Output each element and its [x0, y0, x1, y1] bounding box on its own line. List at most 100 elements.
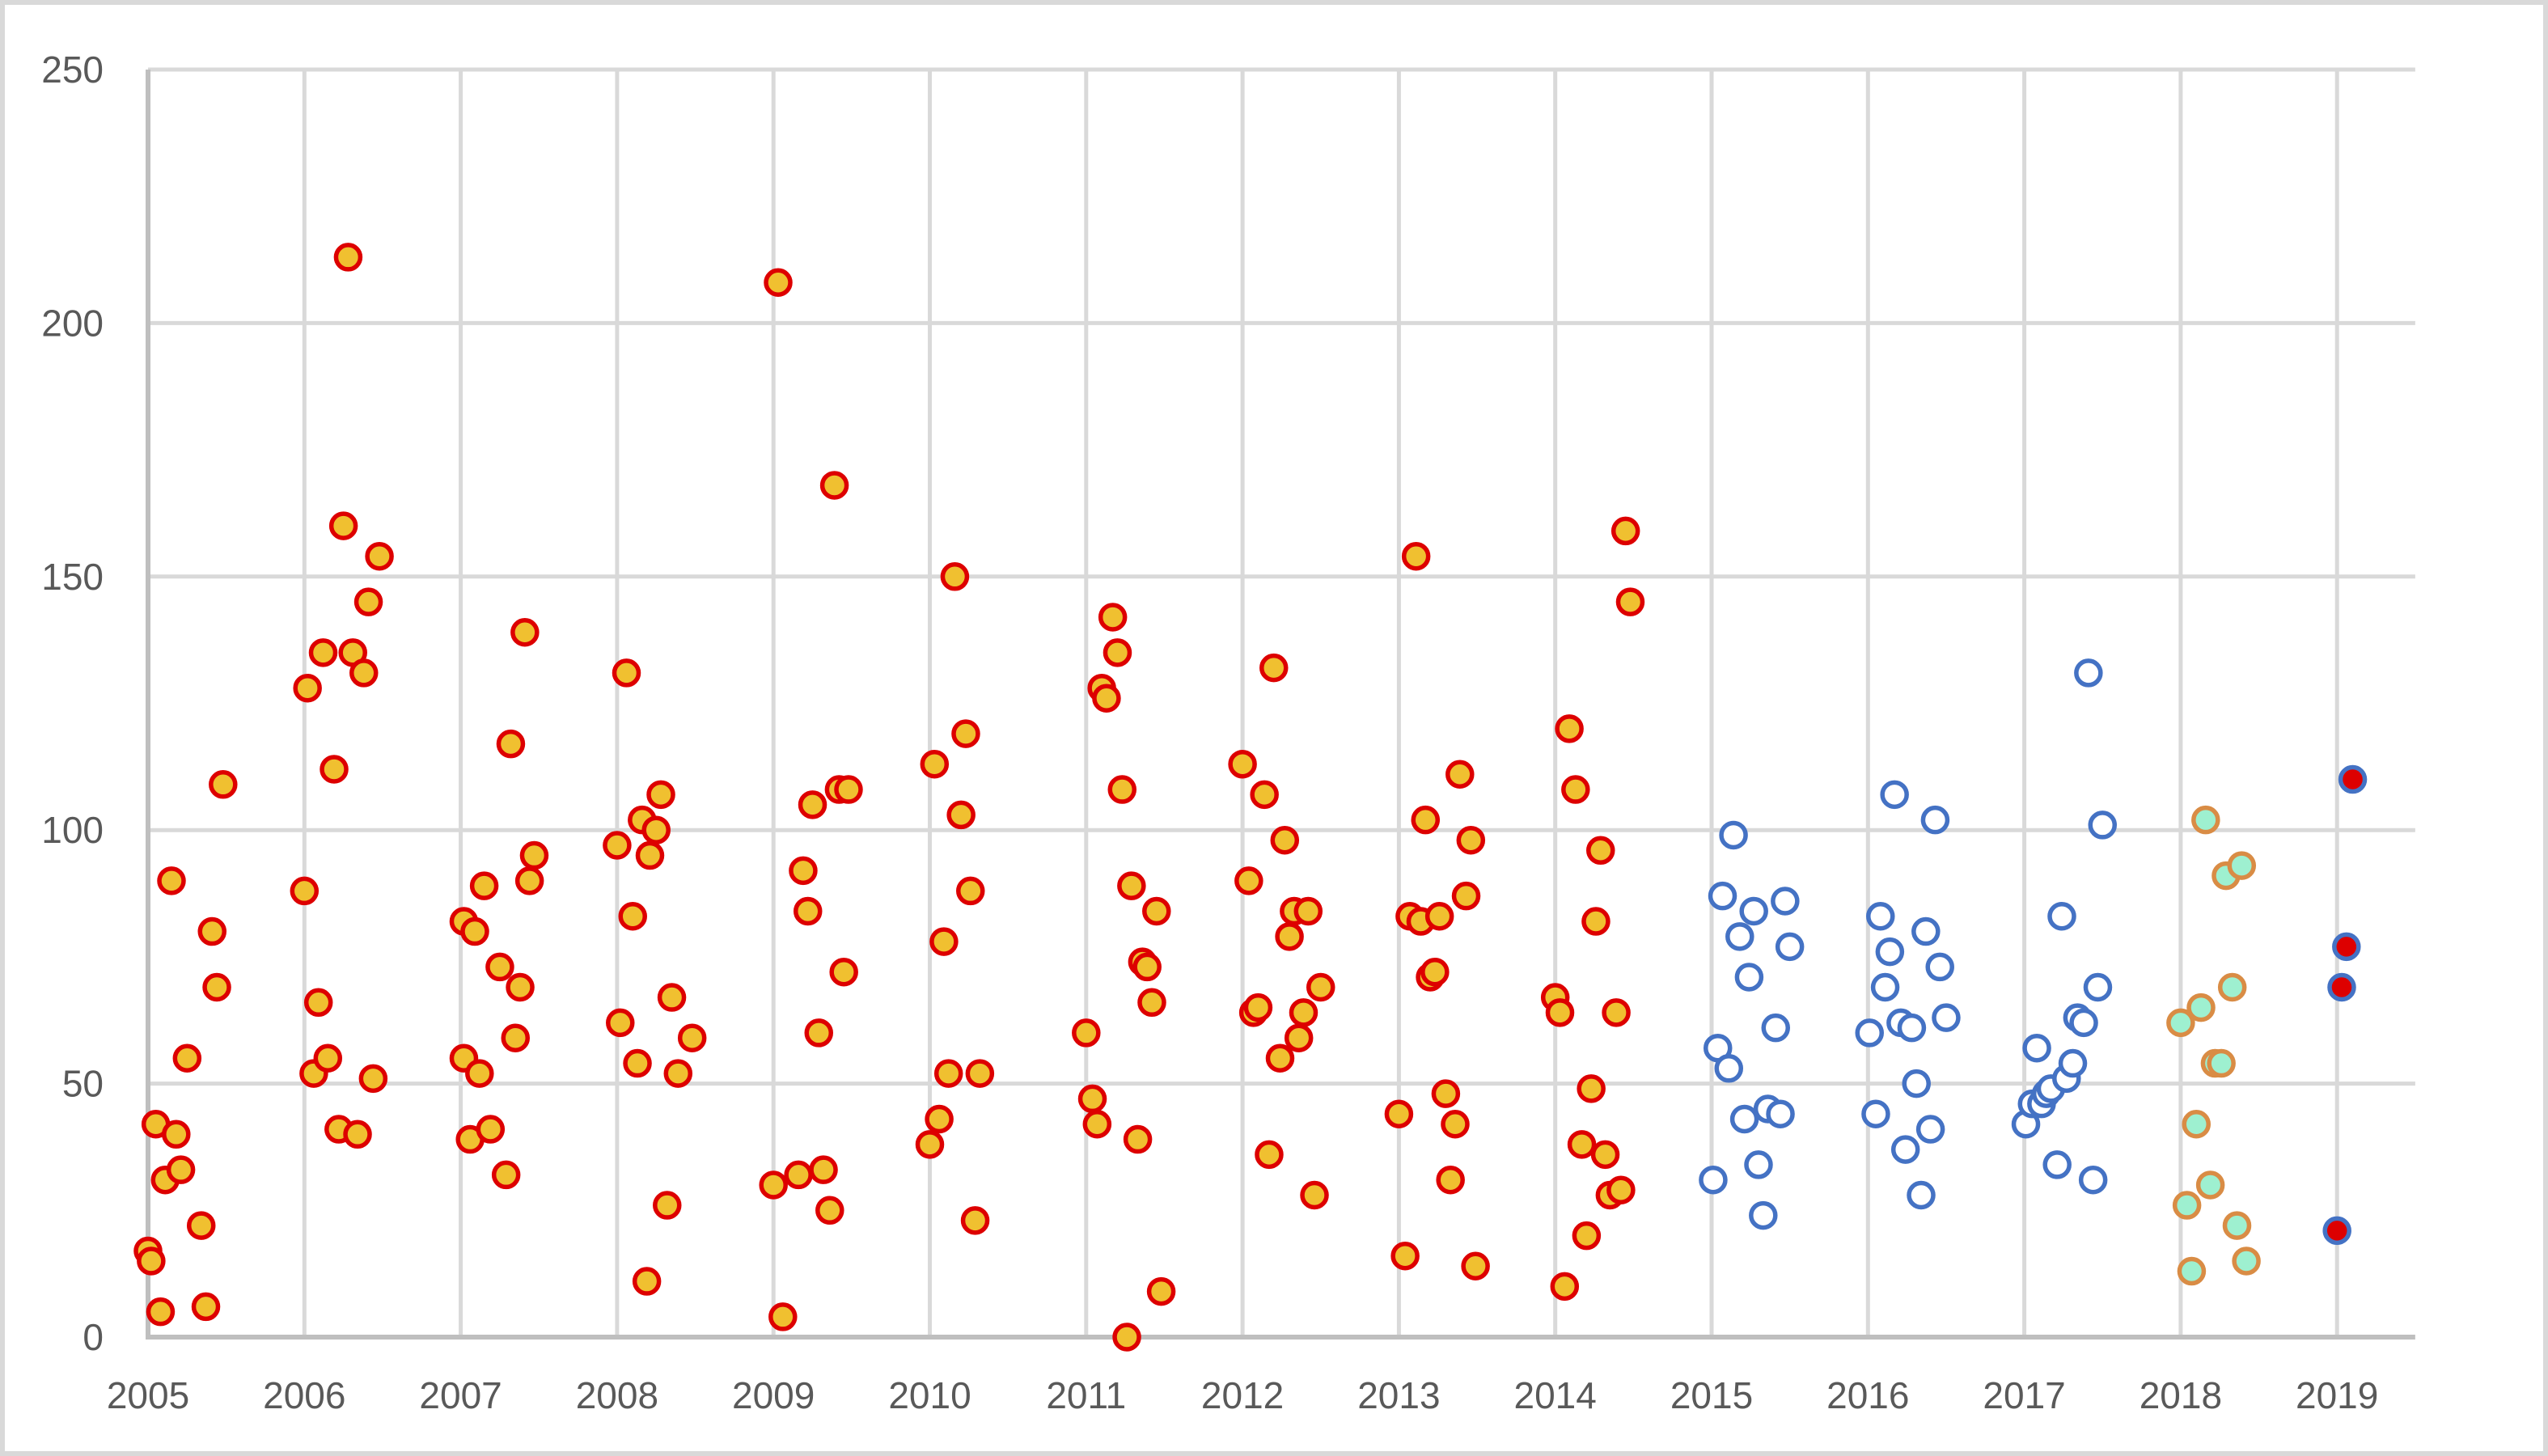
data-point: [920, 749, 950, 779]
x-tick-label: 2019: [2296, 1374, 2378, 1416]
data-point: [1123, 1124, 1153, 1154]
data-point: [1420, 957, 1450, 987]
data-point: [2022, 1033, 2051, 1063]
y-tick-label: 250: [41, 49, 104, 91]
data-point: [635, 840, 665, 870]
data-point: [933, 1059, 963, 1088]
data-point: [915, 1130, 945, 1159]
data-point: [603, 831, 632, 860]
data-point: [1729, 1104, 1759, 1134]
data-point: [197, 916, 227, 946]
data-point: [1451, 881, 1481, 911]
data-point: [657, 983, 687, 1012]
data-point: [1284, 1023, 1314, 1052]
data-point: [333, 243, 363, 272]
data-point: [606, 1008, 635, 1038]
data-point: [623, 1048, 652, 1078]
data-point: [956, 876, 985, 906]
data-point: [946, 800, 976, 830]
x-tick-label: 2005: [107, 1374, 189, 1416]
data-point: [829, 957, 858, 987]
data-point: [2088, 811, 2117, 840]
data-point: [663, 1059, 693, 1088]
tick-labels: 0 50 100 150 200 250 2005 2006 2007 2008 2009 2010 2…: [41, 49, 2378, 1416]
data-point: [1890, 1135, 1920, 1164]
series-2018: [2166, 805, 2261, 1286]
data-point: [1146, 1276, 1176, 1306]
data-point: [353, 587, 383, 616]
data-point: [1555, 714, 1584, 743]
data-point: [358, 1064, 388, 1094]
x-tick-label: 2018: [2140, 1374, 2222, 1416]
series-2019: [2322, 764, 2368, 1246]
data-point: [476, 1115, 506, 1144]
data-point: [764, 268, 793, 298]
data-point: [793, 896, 823, 926]
data-point: [2047, 902, 2076, 931]
data-point: [1861, 1099, 1890, 1128]
data-point: [1117, 871, 1146, 900]
data-point: [1255, 1140, 1284, 1170]
data-point: [1855, 1018, 1884, 1048]
data-point: [1545, 998, 1575, 1027]
data-point: [1897, 1013, 1927, 1043]
data-point: [618, 902, 647, 931]
data-point: [1112, 1323, 1141, 1352]
data-point: [1436, 1165, 1465, 1195]
y-tick-label: 150: [41, 556, 104, 598]
data-point: [1137, 988, 1166, 1018]
data-point: [809, 1155, 838, 1184]
data-point: [1739, 896, 1768, 926]
data-point: [1077, 1084, 1107, 1114]
y-tick-label: 50: [62, 1063, 104, 1105]
data-point: [940, 562, 970, 591]
data-point: [1866, 902, 1895, 931]
data-point: [1107, 775, 1137, 804]
data-point: [2172, 1191, 2202, 1220]
data-point: [1911, 916, 1941, 946]
data-point: [960, 1206, 990, 1235]
data-point: [465, 1059, 494, 1088]
data-point: [646, 780, 675, 810]
data-point: [2069, 1008, 2098, 1038]
data-point: [2322, 1216, 2351, 1246]
data-point: [501, 1023, 531, 1052]
data-point: [1870, 972, 1900, 1002]
data-point: [328, 511, 358, 540]
data-point: [1293, 896, 1323, 926]
data-point: [2195, 1170, 2225, 1200]
data-point: [834, 775, 863, 804]
data-point: [1456, 825, 1486, 855]
data-point: [1411, 805, 1441, 835]
y-tick-label: 0: [83, 1316, 104, 1358]
series-2015-2017: [1699, 658, 2117, 1230]
data-point: [191, 1292, 221, 1322]
x-tick-label: 2012: [1201, 1374, 1284, 1416]
y-tick-label: 200: [41, 302, 104, 344]
data-point: [1708, 881, 1737, 911]
data-point: [2078, 1165, 2108, 1195]
x-tick-label: 2013: [1357, 1374, 1440, 1416]
data-point: [469, 871, 499, 900]
data-point: [2083, 972, 2113, 1002]
data-point: [365, 541, 394, 571]
data-point: [1441, 1109, 1470, 1139]
data-point: [1719, 820, 1748, 850]
data-point: [485, 952, 514, 982]
data-point: [2222, 1211, 2252, 1240]
data-point: [1749, 1200, 1778, 1230]
data-point: [1461, 1251, 1490, 1280]
data-point: [951, 719, 980, 748]
data-point: [1306, 972, 1335, 1002]
data-point: [2058, 1048, 2088, 1078]
data-point: [1932, 1003, 1961, 1032]
data-point: [1384, 1099, 1414, 1128]
data-point: [1431, 1079, 1461, 1108]
data-point: [1610, 516, 1640, 546]
data-point: [2232, 1246, 2261, 1276]
data-point: [290, 876, 320, 906]
data-point: [1424, 902, 1454, 931]
data-point: [460, 916, 489, 946]
data-point: [491, 1160, 521, 1190]
